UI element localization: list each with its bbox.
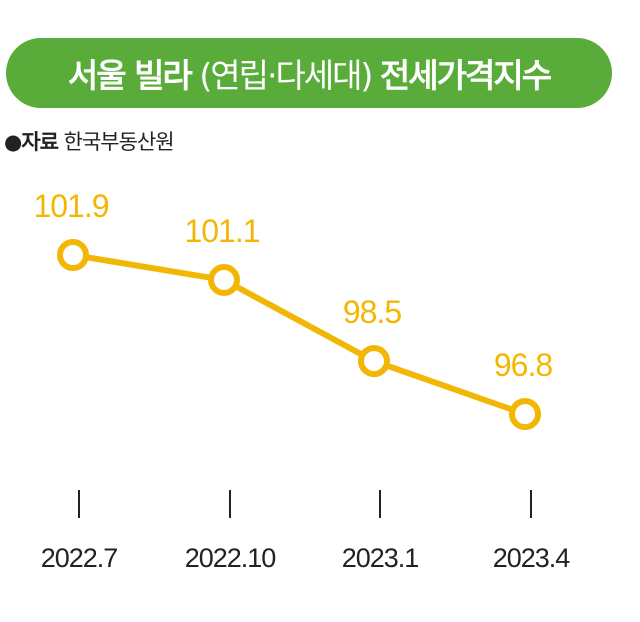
data-point (208, 263, 240, 296)
source-label: ●자료 (4, 130, 59, 154)
source-value: 한국부동산원 (63, 130, 175, 154)
data-point (509, 398, 541, 431)
data-point (57, 239, 89, 271)
data-label: 101.9 (33, 188, 108, 224)
data-label: 98.5 (343, 294, 401, 330)
title-sub: (연립·다세대) (199, 56, 373, 95)
x-tick-label: 2023.1 (342, 543, 419, 573)
x-tick-label: 2022.10 (185, 543, 276, 573)
data-label: 101.1 (184, 213, 259, 249)
title-main: 서울 빌라 (67, 56, 193, 95)
series-line (72, 252, 526, 417)
title-index: 전세가격지수 (379, 56, 552, 95)
chart-title: 서울 빌라 (연립·다세대) 전세가격지수 (6, 38, 612, 108)
x-tick-label: 2022.7 (41, 543, 118, 573)
data-label: 96.8 (494, 347, 552, 383)
x-tick-label: 2023.4 (493, 543, 571, 573)
source-note: ●자료 한국부동산원 (4, 126, 175, 156)
data-point (358, 345, 390, 378)
